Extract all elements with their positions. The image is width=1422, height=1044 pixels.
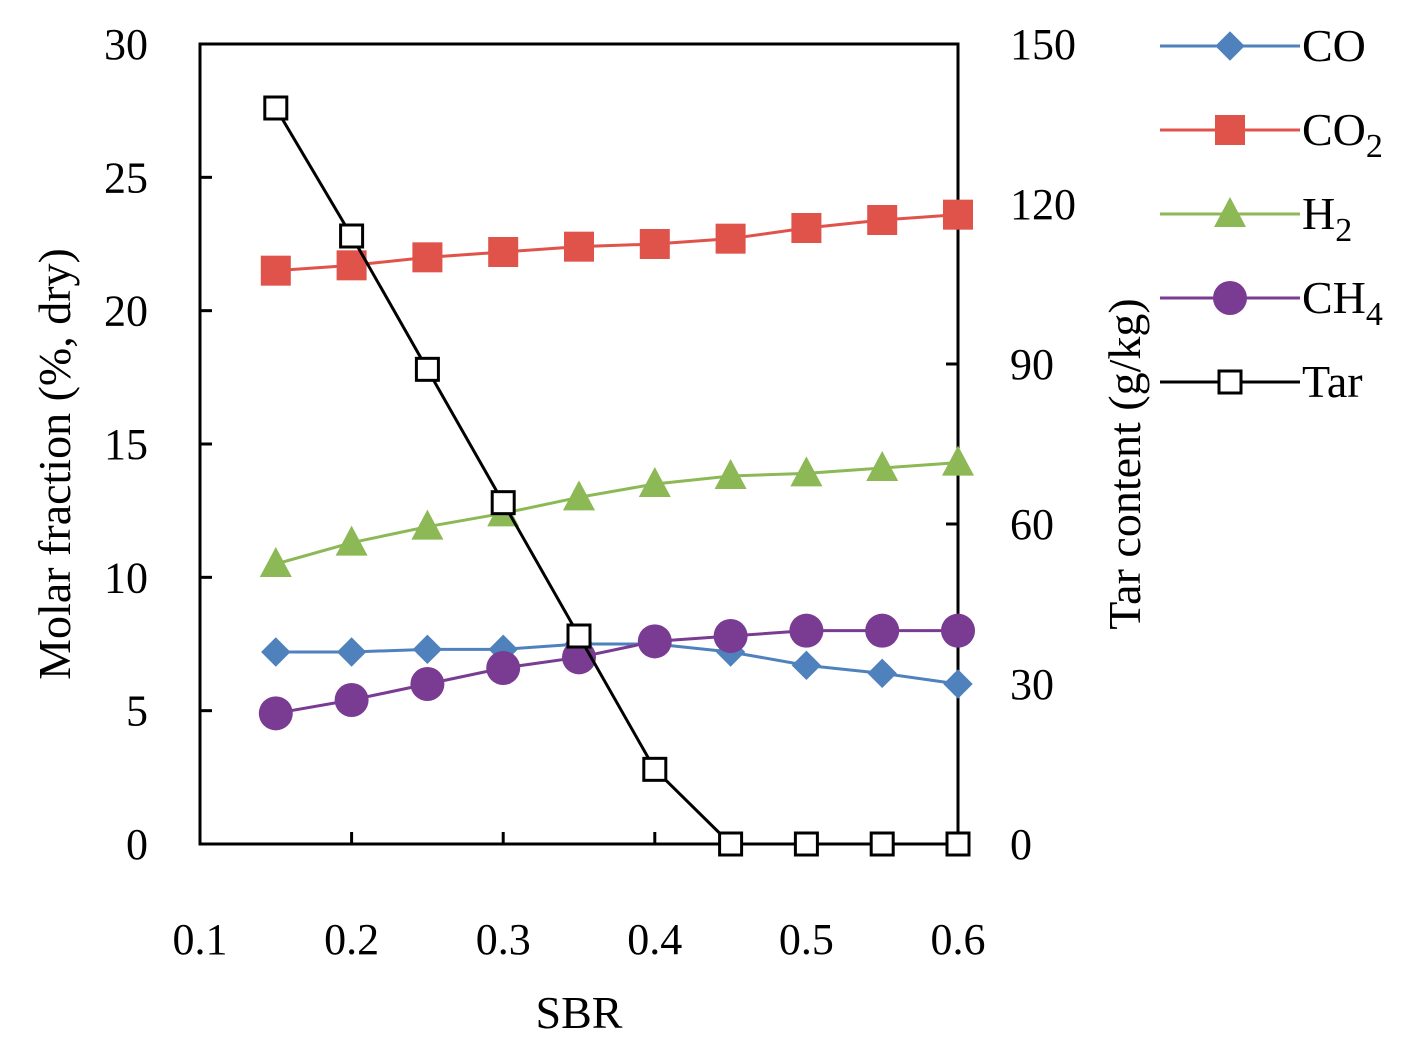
legend-item-co: CO — [1160, 20, 1366, 71]
legend-label-subscript: 4 — [1366, 296, 1383, 333]
point-co2 — [412, 242, 443, 273]
point-co — [412, 634, 443, 665]
legend-label: CH4 — [1302, 272, 1383, 333]
legend: CO CO2 H2 CH4 Tar — [1160, 20, 1383, 407]
y-left-tick-label: 20 — [104, 287, 148, 336]
point-ch4 — [334, 683, 369, 717]
series-co2 — [260, 199, 973, 286]
point-ch4 — [865, 613, 900, 648]
point-tar — [718, 831, 744, 857]
series-line-ch4 — [275, 629, 958, 715]
y-left-tick-label: 5 — [126, 687, 148, 736]
legend-label: H2 — [1302, 188, 1352, 249]
series-tar — [263, 95, 971, 857]
y-right-tick-label: 0 — [1010, 820, 1032, 869]
point-h2 — [411, 509, 444, 540]
x-axis-title: SBR — [536, 987, 623, 1038]
point-ch4 — [941, 613, 975, 648]
point-ch4 — [789, 613, 824, 648]
point-tar — [869, 831, 895, 857]
legend-marker — [1213, 281, 1247, 315]
x-tick-label: 0.3 — [476, 915, 531, 964]
y-right-tick-label: 60 — [1010, 500, 1054, 549]
y-right-tick-label: 150 — [1010, 20, 1076, 69]
point-co2 — [260, 255, 291, 286]
legend-marker — [1214, 197, 1246, 227]
legend-marker — [1215, 31, 1245, 61]
y-left-tick-label: 15 — [104, 420, 148, 469]
series-h2 — [259, 445, 974, 577]
point-h2 — [714, 459, 747, 489]
point-ch4 — [410, 667, 445, 701]
x-tick-label: 0.4 — [627, 915, 682, 964]
plot-frame — [198, 42, 960, 846]
point-ch4 — [258, 696, 293, 731]
legend-item-co2: CO2 — [1160, 104, 1383, 165]
point-tar — [945, 831, 971, 857]
legend-item-tar: Tar — [1160, 356, 1363, 407]
point-h2 — [942, 445, 974, 476]
legend-item-h2: H2 — [1160, 188, 1352, 249]
point-tar — [642, 756, 668, 782]
y-right-tick-label: 30 — [1010, 660, 1054, 709]
series-co — [261, 629, 973, 699]
legend-marker — [1217, 369, 1243, 395]
point-tar — [566, 623, 592, 649]
point-ch4 — [713, 619, 748, 653]
y-right-tick-label: 90 — [1010, 340, 1054, 389]
point-tar — [490, 490, 516, 516]
point-co — [791, 650, 822, 681]
series-layer — [258, 95, 975, 857]
series-ch4 — [258, 613, 975, 731]
point-tar — [414, 356, 440, 382]
point-co — [867, 658, 897, 689]
point-h2 — [790, 456, 823, 487]
point-co2 — [488, 237, 519, 267]
y-axis-left-title: Molar fraction (%, dry) — [29, 248, 80, 680]
point-co2 — [715, 223, 746, 254]
legend-label-subscript: 2 — [1335, 212, 1352, 249]
x-tick-label: 0.5 — [779, 915, 834, 964]
point-tar — [339, 223, 365, 249]
axis-text-layer: SBR Molar fraction (%, dry) Tar content … — [29, 248, 1150, 1038]
y-left-tick-label: 0 — [126, 820, 148, 869]
series-line-tar — [274, 107, 958, 846]
point-co2 — [943, 199, 973, 230]
legend-label: CO — [1302, 20, 1366, 71]
point-co — [261, 637, 291, 667]
axes-layer: 0.1 0.2 0.3 0.4 0.5 0.6 0 5 10 15 20 25 30 0 30 60 90 120… — [104, 20, 1076, 964]
point-h2 — [259, 547, 292, 577]
point-co — [943, 669, 973, 699]
x-tick-label: 0.1 — [173, 915, 228, 964]
y-right-tick-label: 120 — [1010, 180, 1076, 229]
point-h2 — [563, 480, 595, 511]
y-axis-right-title: Tar content (g/kg) — [1099, 298, 1150, 629]
point-h2 — [335, 525, 368, 556]
y-left-tick-label: 10 — [104, 553, 148, 602]
legend-item-ch4: CH4 — [1160, 272, 1383, 333]
series-line-h2 — [275, 461, 959, 566]
point-co2 — [791, 213, 822, 243]
point-co — [336, 637, 367, 667]
point-co2 — [639, 229, 670, 259]
x-tick-label: 0.6 — [931, 915, 986, 964]
series-line-co2 — [275, 213, 959, 273]
point-co2 — [867, 205, 898, 235]
point-ch4 — [486, 651, 521, 685]
series-line-co — [275, 642, 959, 686]
point-co2 — [564, 231, 594, 262]
point-h2 — [866, 451, 899, 481]
x-tick-label: 0.2 — [324, 915, 379, 964]
y-left-tick-label: 25 — [104, 153, 148, 202]
legend-label-subscript: 2 — [1366, 128, 1383, 165]
point-tar — [263, 95, 289, 121]
legend-label: CO2 — [1302, 104, 1383, 165]
point-tar — [793, 831, 819, 857]
point-h2 — [638, 467, 671, 497]
legend-label: Tar — [1302, 356, 1363, 407]
y-left-tick-label: 30 — [104, 20, 148, 69]
point-ch4 — [637, 624, 672, 659]
legend-marker — [1215, 115, 1245, 145]
